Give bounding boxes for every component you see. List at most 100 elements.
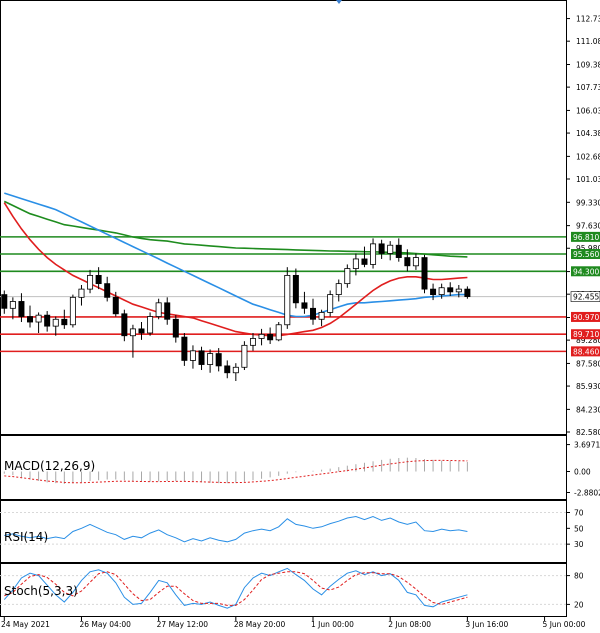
candle-bear bbox=[430, 288, 437, 295]
pane-frames bbox=[0, 0, 567, 617]
level-tag bbox=[571, 266, 600, 277]
macd-signal-path bbox=[4, 459, 468, 484]
candle-bull bbox=[207, 353, 214, 365]
rsi-pane-frame bbox=[0, 500, 567, 563]
price-level-tags: 96.810 95.560 94.300 90.970 89.710 88.460 92.4… bbox=[570, 231, 600, 357]
time-tick-label: 3 Jun 16:00 bbox=[465, 620, 508, 629]
rsi-path bbox=[4, 515, 468, 543]
macd-axis: 3.6971 0.00 -2.8802 bbox=[566, 441, 600, 497]
time-tick-label: 1 Jun 00:00 bbox=[311, 620, 354, 629]
moving-average-line bbox=[3, 202, 468, 337]
candle-bull bbox=[344, 268, 351, 285]
candle-bull bbox=[387, 244, 394, 254]
candle-bull bbox=[412, 257, 419, 267]
candle-bull bbox=[129, 328, 136, 337]
candle-bear bbox=[301, 302, 308, 309]
candle-bull bbox=[275, 324, 282, 341]
candle-bull bbox=[258, 333, 265, 339]
candle-bear bbox=[198, 350, 205, 365]
candle-bear bbox=[104, 283, 111, 298]
stoch-k-line bbox=[3, 567, 468, 609]
candle-bull bbox=[370, 243, 377, 265]
candle-bull bbox=[352, 258, 359, 269]
candle-bull bbox=[327, 294, 334, 313]
candle-bear bbox=[112, 296, 119, 315]
macd-tick-label: 3.6971 bbox=[574, 441, 600, 450]
candle-bear bbox=[310, 307, 317, 320]
level-tag bbox=[571, 249, 600, 260]
macd-title: MACD(12,26,9) bbox=[4, 459, 95, 473]
candle-bear bbox=[164, 302, 171, 320]
candle-bull bbox=[147, 316, 154, 334]
candle-bear bbox=[447, 287, 454, 293]
macd-histogram bbox=[3, 457, 468, 484]
macd-tick-label: -2.8802 bbox=[574, 488, 600, 497]
candle-bear bbox=[27, 316, 34, 323]
time-tick-label: 27 May 12:00 bbox=[157, 620, 209, 629]
candle-bear bbox=[95, 274, 102, 285]
stoch-lines bbox=[3, 567, 468, 609]
current-price-tag bbox=[570, 291, 600, 302]
rsi-tick-label: 70 bbox=[574, 509, 584, 518]
moving-average-line bbox=[4, 192, 468, 318]
time-tick-label: 28 May 20:00 bbox=[234, 620, 286, 629]
price-tick-label: 97.630 bbox=[576, 222, 600, 231]
price-tick-label: 106.030 bbox=[576, 106, 600, 115]
macd-tick-label: 0.00 bbox=[574, 468, 591, 477]
candle-bear bbox=[404, 257, 411, 267]
time-tick-label: 26 May 04:00 bbox=[79, 620, 131, 629]
price-tick-label: 111.080 bbox=[576, 37, 600, 46]
candle-bull bbox=[438, 287, 445, 295]
candle-bull bbox=[155, 302, 162, 317]
candle-bear bbox=[224, 365, 231, 374]
stoch-pane-frame bbox=[0, 563, 567, 617]
level-tag-label: 90.970 bbox=[573, 313, 599, 322]
candle-bear bbox=[18, 301, 25, 317]
price-tick-label: 112.730 bbox=[576, 15, 600, 24]
candle-bear bbox=[267, 333, 274, 341]
candle-bear bbox=[61, 318, 68, 326]
candle-bull bbox=[455, 288, 462, 293]
candle-bear bbox=[181, 336, 188, 361]
price-tick-label: 87.580 bbox=[576, 359, 600, 368]
price-tick-label: 109.380 bbox=[576, 60, 600, 69]
level-tag-label: 88.460 bbox=[573, 347, 599, 356]
candle-bear bbox=[172, 318, 179, 338]
rsi-tick-label: 50 bbox=[574, 524, 584, 533]
candle-bull bbox=[35, 314, 42, 323]
stoch-tick-label: 20 bbox=[574, 600, 584, 609]
price-tick-label: 102.680 bbox=[576, 152, 600, 161]
level-tag-label: 89.710 bbox=[573, 330, 599, 339]
level-tag bbox=[571, 231, 600, 242]
candle-bull bbox=[318, 312, 325, 320]
price-tick-label: 99.330 bbox=[576, 198, 600, 207]
candle-bull bbox=[189, 350, 196, 361]
time-tick-label: 5 Jun 00:00 bbox=[543, 620, 586, 629]
level-tag bbox=[571, 311, 600, 322]
candle-bear bbox=[44, 314, 51, 327]
price-tick-label: 82.580 bbox=[576, 428, 600, 437]
price-tick-label: 89.280 bbox=[576, 336, 600, 345]
price-pane-frame bbox=[0, 0, 567, 435]
candle-bull bbox=[284, 274, 291, 326]
level-tag-label: 94.300 bbox=[573, 267, 599, 276]
candle-bull bbox=[78, 288, 85, 298]
candle-bear bbox=[292, 274, 299, 304]
rsi-tick-label: 30 bbox=[574, 540, 584, 549]
candle-bull bbox=[335, 283, 342, 295]
time-tick-label: 2 Jun 08:00 bbox=[388, 620, 431, 629]
price-tick-label: 85.930 bbox=[576, 382, 600, 391]
rsi-line bbox=[4, 515, 468, 543]
rsi-title: RSI(14) bbox=[4, 530, 48, 544]
candle-bear bbox=[121, 313, 128, 337]
price-tick-label: 95.980 bbox=[576, 244, 600, 253]
candle-bear bbox=[1, 294, 8, 309]
candle-bull bbox=[87, 274, 94, 290]
macd-signal-line bbox=[4, 459, 468, 484]
candle-bear bbox=[361, 258, 368, 265]
stoch-tick-label: 80 bbox=[574, 572, 584, 581]
price-tick-label: 101.030 bbox=[576, 175, 600, 184]
current-price-label: 92.455 bbox=[573, 293, 599, 302]
level-tag-label: 95.560 bbox=[573, 250, 599, 259]
